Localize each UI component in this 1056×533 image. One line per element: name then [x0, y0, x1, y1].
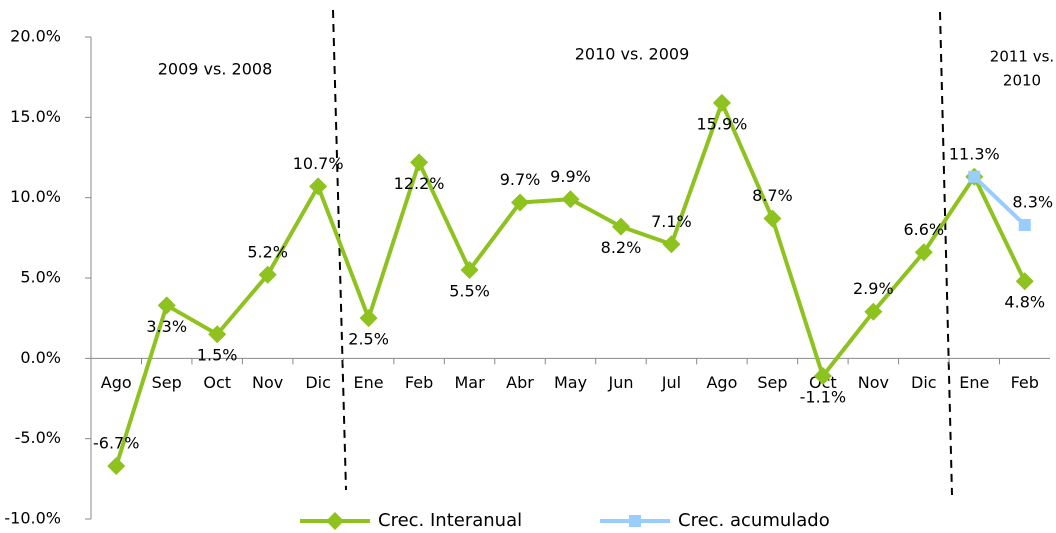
x-tick-label: Nov	[252, 373, 283, 392]
x-tick-label: Oct	[203, 373, 231, 392]
period-divider	[332, 9, 347, 491]
point-marker	[914, 243, 933, 262]
point-marker	[410, 153, 429, 172]
point-marker	[359, 309, 378, 328]
y-tick-label: 15.0%	[10, 107, 61, 126]
legend-marker	[629, 515, 641, 527]
y-tick-label: 10.0%	[10, 187, 61, 206]
point-marker	[611, 217, 630, 236]
data-label: 11.3%	[949, 144, 1000, 163]
x-tick-label: Jul	[661, 373, 681, 392]
data-label: 5.2%	[247, 242, 288, 261]
y-tick-label: 5.0%	[20, 268, 61, 287]
period-label: 2010	[1003, 72, 1041, 90]
point-marker	[511, 193, 530, 212]
point-marker	[208, 325, 227, 344]
x-tick-label: Dic	[305, 373, 331, 392]
data-label: -1.1%	[800, 388, 846, 407]
data-label: 9.9%	[550, 167, 591, 186]
x-tick-label: May	[554, 373, 587, 392]
data-label: 15.9%	[697, 114, 748, 133]
x-tick-label: Nov	[858, 373, 889, 392]
data-label: 7.1%	[651, 212, 692, 231]
point-marker	[107, 456, 126, 475]
x-tick-label: Mar	[454, 373, 485, 392]
data-label: 8.7%	[752, 186, 793, 205]
x-tick-label: Sep	[757, 373, 787, 392]
data-label: 1.5%	[197, 346, 238, 365]
point-marker	[763, 209, 782, 228]
x-tick-label: Jun	[607, 373, 633, 392]
data-label: 3.3%	[146, 317, 187, 336]
point-marker	[157, 296, 176, 315]
x-tick-label: Ago	[706, 373, 737, 392]
period-divider	[939, 11, 953, 496]
x-tick-label: Feb	[1011, 373, 1039, 392]
point-marker	[968, 170, 981, 183]
x-tick-label: Feb	[405, 373, 433, 392]
x-tick-label: Ene	[354, 373, 384, 392]
data-label: 5.5%	[449, 281, 490, 300]
point-marker	[662, 235, 681, 254]
x-tick-label: Sep	[152, 373, 182, 392]
legend-label: Crec. acumulado	[678, 510, 830, 531]
data-label: 2.5%	[348, 330, 389, 349]
period-label: 2009 vs. 2008	[158, 60, 273, 79]
point-marker	[1018, 218, 1031, 231]
point-marker	[864, 302, 883, 321]
data-label: -6.7%	[93, 433, 139, 452]
x-tick-label: Ago	[101, 373, 132, 392]
data-label: 9.7%	[500, 170, 541, 189]
data-label: 4.8%	[1004, 293, 1045, 312]
y-tick-label: -5.0%	[15, 428, 61, 447]
point-marker	[1015, 272, 1034, 291]
data-label: 6.6%	[903, 220, 944, 239]
point-marker	[712, 93, 731, 112]
data-label: 8.3%	[1012, 192, 1053, 211]
data-label: 10.7%	[293, 154, 344, 173]
y-tick-label: 20.0%	[10, 27, 61, 46]
y-tick-label: -10.0%	[4, 509, 61, 528]
y-tick-label: 0.0%	[20, 348, 61, 367]
legend-label: Crec. Interanual	[378, 510, 522, 531]
point-marker	[258, 265, 277, 284]
data-label: 12.2%	[394, 174, 445, 193]
series-line	[972, 175, 1027, 227]
legend-marker	[326, 512, 344, 530]
point-marker	[561, 190, 580, 209]
x-tick-label: Dic	[911, 373, 937, 392]
point-marker	[813, 367, 832, 386]
point-marker	[309, 177, 328, 196]
x-tick-label: Ene	[959, 373, 989, 392]
data-label: 2.9%	[853, 279, 894, 298]
x-tick-label: Abr	[506, 373, 534, 392]
data-label: 8.2%	[601, 238, 642, 257]
period-label: 2010 vs. 2009	[575, 45, 690, 64]
point-marker	[460, 260, 479, 279]
period-label: 2011 vs.	[990, 48, 1054, 66]
